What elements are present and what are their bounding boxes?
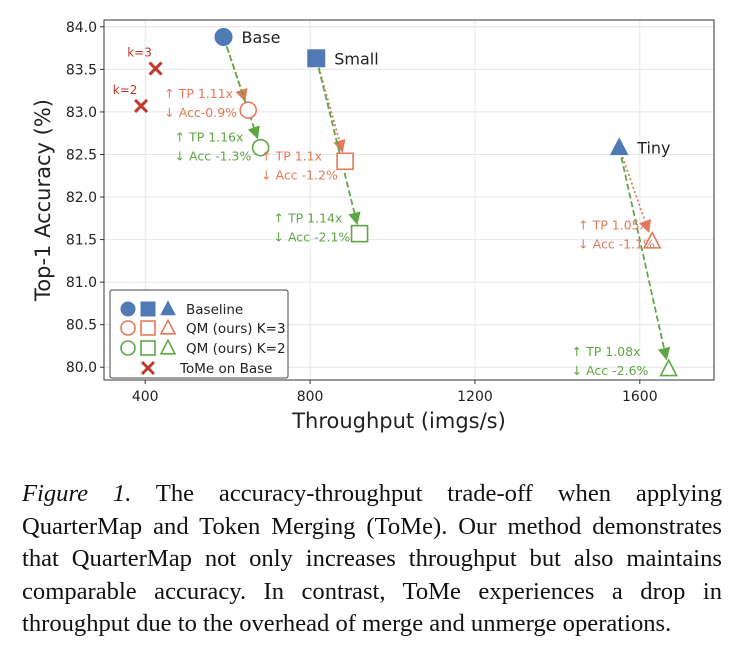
tiny-k2-arrow — [620, 157, 671, 361]
legend-label: ToMe on Base — [179, 361, 272, 377]
y-tick-label: 82.0 — [66, 190, 97, 206]
y-tick-label: 81.5 — [66, 233, 97, 249]
legend-marker-triangle — [159, 318, 177, 335]
legend-marker-square — [140, 340, 156, 356]
legend-marker-circle — [120, 340, 136, 356]
legend-marker-circle — [120, 301, 136, 317]
tiny-k2-tp-label: ↑ TP 1.08x — [572, 344, 641, 359]
base-k2-arrow — [225, 46, 260, 140]
small-k3-tp-label: ↑ TP 1.1x — [261, 148, 322, 163]
y-tick-label: 83.5 — [66, 62, 97, 78]
y-axis-label: Top-1 Accuracy (%) — [31, 99, 55, 302]
small-k2-acc-label: ↓ Acc -2.1% — [274, 230, 351, 245]
legend-label: QM (ours) K=3 — [186, 321, 286, 337]
x-tick-label: 1600 — [622, 389, 658, 405]
tome-k3-marker — [148, 61, 163, 76]
legend-label: Baseline — [186, 302, 243, 318]
small-k2-tp-label: ↑ TP 1.14x — [274, 211, 343, 226]
small-k2-arrow — [317, 67, 361, 226]
x-tick-label: 800 — [297, 389, 324, 405]
y-tick-label: 80.5 — [66, 318, 97, 334]
base-model-label: Base — [242, 28, 281, 47]
tiny-baseline-marker — [609, 137, 629, 156]
base-k2-tp-label: ↑ TP 1.16x — [175, 130, 244, 145]
legend-marker-triangle — [160, 300, 176, 316]
plot-frame — [103, 19, 715, 381]
tome-k3-label: k=3 — [127, 46, 152, 60]
tiny-k2-acc-label: ↓ Acc -2.6% — [572, 363, 649, 378]
base-k3-tp-label: ↑ TP 1.11x — [164, 86, 233, 101]
tiny-k2-marker — [659, 358, 678, 377]
legend-marker-cross — [140, 360, 156, 376]
small-k3-acc-label: ↓ Acc -1.2% — [261, 167, 338, 182]
y-tick-label: 83.0 — [66, 105, 97, 121]
tiny-k3-marker — [642, 230, 662, 249]
y-tick-label: 82.5 — [66, 147, 97, 163]
figure-caption: Figure 1. The accuracy-throughput trade-… — [22, 478, 722, 641]
y-tick-label: 81.0 — [66, 275, 97, 291]
caption-label: Figure 1. — [22, 480, 132, 507]
y-tick-label: 80.0 — [66, 360, 97, 376]
tiny-k3-acc-label: ↓ Acc -1.1% — [578, 236, 655, 251]
base-baseline-marker — [214, 28, 233, 47]
base-k2-acc-label: ↓ Acc -1.3% — [175, 149, 252, 164]
legend-marker-square — [140, 320, 156, 336]
tome-k2-label: k=2 — [113, 83, 138, 97]
base-k3-marker — [239, 101, 258, 120]
small-model-label: Small — [334, 49, 378, 68]
x-axis-label: Throughput (imgs/s) — [291, 409, 506, 433]
small-k3-marker — [336, 152, 354, 171]
legend-label: QM (ours) K=2 — [186, 341, 286, 357]
tome-k2-marker — [134, 98, 149, 114]
legend-marker-triangle — [159, 338, 177, 355]
x-tick-label: 400 — [132, 389, 159, 405]
legend-marker-circle — [120, 320, 136, 336]
legend-marker-square — [140, 301, 156, 317]
chart-figure: 80.0 80.5 81.0 81.5 82.0 82.5 83.0 83.5 84.0 400 8… — [31, 19, 715, 433]
base-k2-marker — [251, 138, 270, 157]
y-tick-label: 84.0 — [66, 20, 97, 36]
small-k2-marker — [350, 224, 369, 243]
small-baseline-marker — [307, 49, 326, 68]
x-tick-label: 1200 — [457, 389, 493, 405]
scatter-chart: 80.0 80.5 81.0 81.5 82.0 82.5 83.0 83.5 84.0 400 8… — [31, 19, 715, 433]
tiny-k3-tp-label: ↑ TP 1.05x — [578, 217, 647, 232]
tiny-model-label: Tiny — [636, 139, 670, 158]
base-k3-acc-label: ↓ Acc-0.9% — [164, 105, 237, 120]
caption-text: The accuracy-throughput trade-off when a… — [22, 480, 722, 637]
